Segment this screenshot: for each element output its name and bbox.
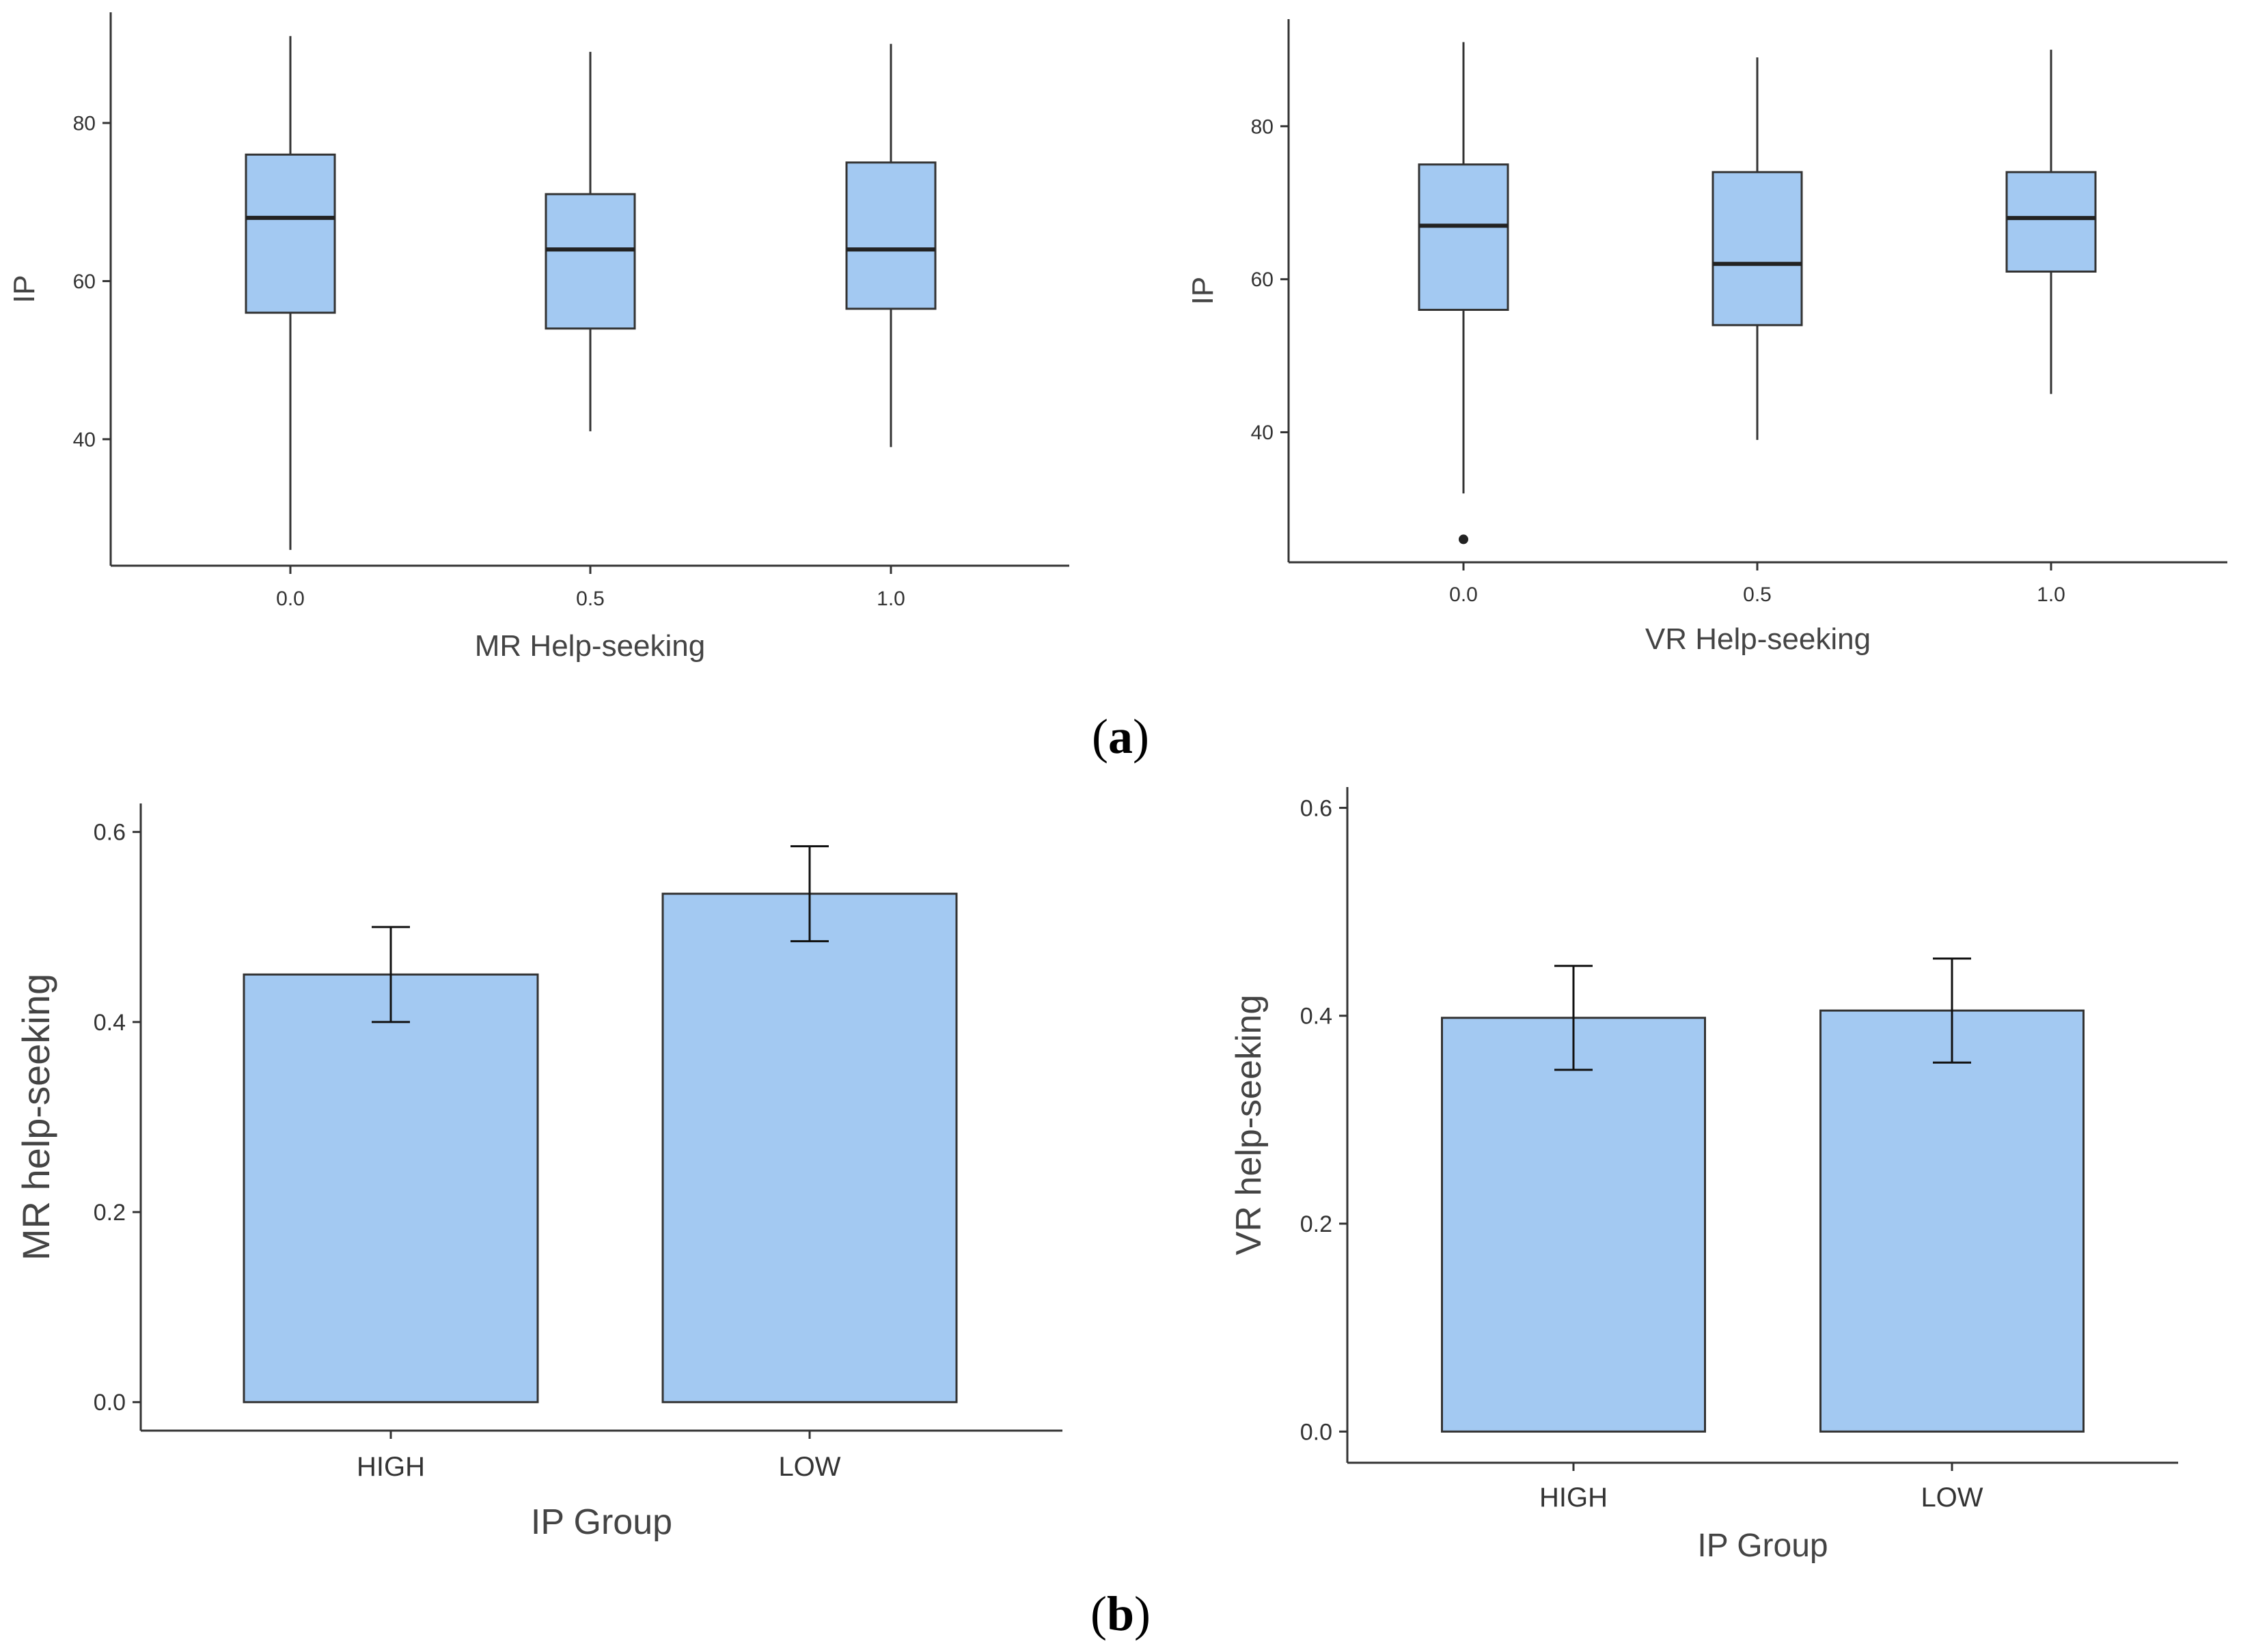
x-tick-label: LOW — [778, 1452, 840, 1482]
y-tick-label: 0.0 — [94, 1390, 126, 1416]
y-axis-title: VR help-seeking — [1229, 995, 1269, 1256]
y-tick-label: 60 — [1251, 269, 1274, 291]
box-iqr — [1711, 171, 1803, 327]
panel-label-a: (a) — [1092, 709, 1149, 764]
bar — [1819, 1009, 2085, 1433]
box-iqr — [845, 161, 937, 310]
y-tick-label: 0.0 — [1300, 1419, 1332, 1445]
y-tick-label: 0.2 — [1300, 1211, 1332, 1237]
box-iqr — [2005, 171, 2097, 273]
mr-help-seeking-boxplot: 40 60 80 0.0 0.5 1.0 MR Help-seeking IP — [8, 12, 1069, 663]
x-tick-label: 1.0 — [877, 588, 905, 610]
x-tick-label: 0.0 — [276, 588, 305, 610]
bar — [1441, 1017, 1706, 1433]
x-tick-label: 1.0 — [2037, 583, 2065, 606]
y-tick-label: 80 — [73, 113, 96, 135]
box-iqr — [245, 153, 336, 314]
y-tick-label: 0.6 — [1300, 795, 1332, 821]
y-tick-label: 40 — [1251, 422, 1274, 444]
y-tick-label: 0.4 — [1300, 1004, 1332, 1030]
x-tick-label: 0.5 — [1743, 583, 1772, 606]
y-tick-label: 0.4 — [94, 1010, 126, 1036]
mr-help-seeking-bar-chart: 0.0 0.2 0.4 0.6 HIGH LOW IP Group MR help-seeki… — [14, 803, 1062, 1542]
y-tick-label: 0.6 — [94, 820, 126, 846]
outlier-point — [1459, 534, 1468, 545]
x-axis-title: VR Help-seeking — [1645, 622, 1871, 656]
y-tick-label: 0.2 — [94, 1200, 126, 1226]
vr-help-seeking-bar-chart: 0.0 0.2 0.4 0.6 HIGH LOW IP Group VR help-seeki… — [1229, 787, 2178, 1564]
x-tick-label: 0.0 — [1449, 583, 1478, 606]
x-axis-title: IP Group — [531, 1502, 672, 1542]
x-axis-title: IP Group — [1697, 1528, 1828, 1564]
x-tick-label: 0.5 — [576, 588, 605, 610]
x-tick-label: HIGH — [1539, 1483, 1608, 1513]
y-tick-label: 80 — [1251, 115, 1274, 138]
bar — [661, 892, 958, 1403]
y-axis-title: MR help-seeking — [14, 974, 57, 1261]
box-iqr — [1418, 163, 1509, 311]
y-axis-title: IP — [8, 275, 41, 303]
vr-help-seeking-boxplot: 40 60 80 0.0 0.5 1.0 VR Help-seeking IP — [1186, 19, 2227, 656]
x-axis-title: MR Help-seeking — [475, 629, 705, 663]
bar — [243, 973, 539, 1403]
x-tick-label: LOW — [1921, 1483, 1983, 1513]
x-tick-label: HIGH — [357, 1452, 425, 1482]
box-iqr — [545, 193, 636, 330]
y-axis-title: IP — [1186, 277, 1220, 305]
y-tick-label: 40 — [73, 428, 96, 451]
y-tick-label: 60 — [73, 271, 96, 293]
panel-label-b: (b) — [1090, 1586, 1151, 1641]
